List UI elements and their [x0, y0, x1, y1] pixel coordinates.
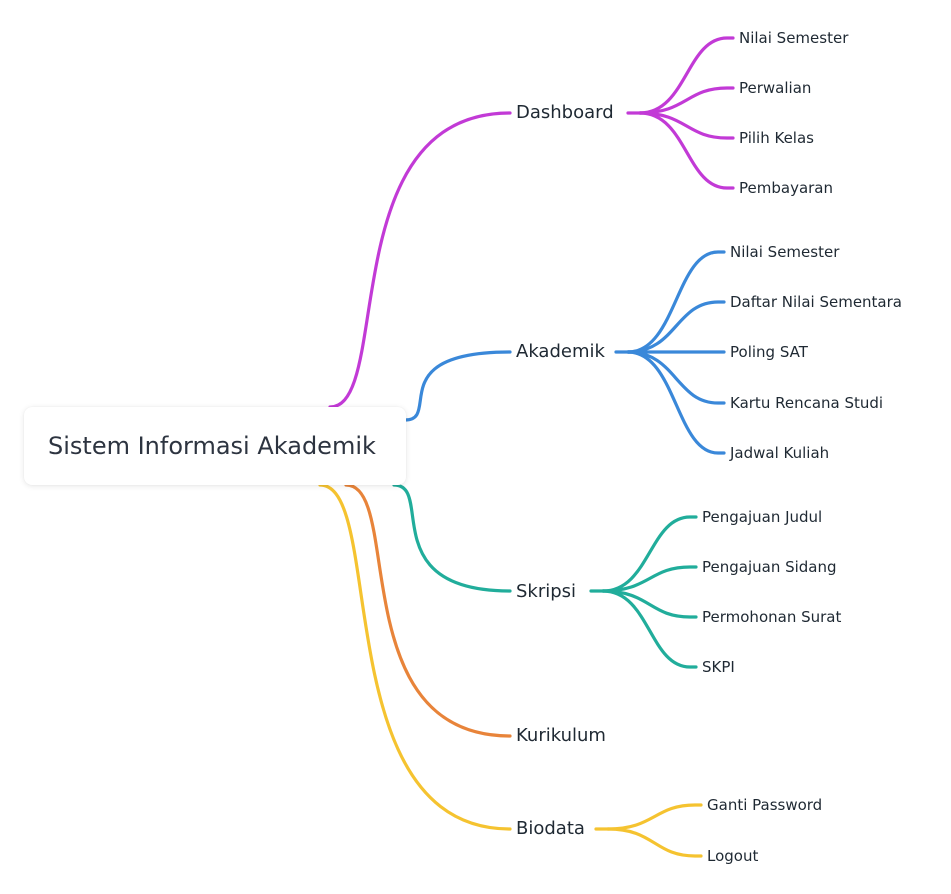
- root-to-branch-connector: [392, 483, 512, 593]
- branch-to-leaf-connector: [638, 36, 735, 115]
- branch-to-leaf-connector: [626, 300, 726, 354]
- leaf-node-akademik-kartu-rencana-studi[interactable]: Kartu Rencana Studi: [728, 393, 886, 413]
- leaf-node-skripsi-skpi[interactable]: SKPI: [700, 657, 737, 677]
- branch-node-akademik[interactable]: Akademik: [514, 341, 607, 363]
- leaf-node-akademik-jadwal-kuliah[interactable]: Jadwal Kuliah: [728, 443, 832, 463]
- root-to-branch-connector: [403, 350, 512, 422]
- leaf-node-skripsi-pengajuan-judul[interactable]: Pengajuan Judul: [700, 507, 825, 527]
- branch-to-leaf-connector: [626, 350, 726, 455]
- root-node[interactable]: Sistem Informasi Akademik: [24, 407, 406, 485]
- leaf-node-skripsi-permohonan-surat[interactable]: Permohonan Surat: [700, 607, 844, 627]
- leaf-node-akademik-nilai-semester[interactable]: Nilai Semester: [728, 242, 842, 262]
- branch-to-leaf-connector: [601, 565, 698, 593]
- branch-to-leaf-connector: [626, 250, 726, 354]
- branch-to-leaf-connector: [606, 827, 703, 858]
- leaf-node-dashboard-pembayaran[interactable]: Pembayaran: [737, 178, 835, 198]
- branch-to-leaf-connector: [601, 515, 698, 593]
- leaf-node-biodata-ganti-password[interactable]: Ganti Password: [705, 795, 825, 815]
- leaf-node-dashboard-pilih-kelas[interactable]: Pilih Kelas: [737, 128, 816, 148]
- branch-node-dashboard[interactable]: Dashboard: [514, 102, 616, 124]
- root-to-branch-connector: [344, 483, 512, 738]
- branch-node-skripsi[interactable]: Skripsi: [514, 581, 579, 603]
- branch-to-leaf-connector: [638, 111, 735, 190]
- leaf-node-biodata-logout[interactable]: Logout: [705, 846, 761, 866]
- leaf-node-dashboard-perwalian[interactable]: Perwalian: [737, 78, 814, 98]
- root-to-branch-connector: [318, 483, 512, 831]
- branch-node-biodata[interactable]: Biodata: [514, 818, 587, 840]
- leaf-node-akademik-daftar-nilai-sementara[interactable]: Daftar Nilai Sementara: [728, 292, 904, 312]
- branch-to-leaf-connector: [601, 589, 698, 669]
- root-node-label: Sistem Informasi Akademik: [48, 432, 376, 460]
- branch-to-leaf-connector: [638, 111, 735, 140]
- leaf-node-dashboard-nilai-semester[interactable]: Nilai Semester: [737, 28, 851, 48]
- branch-to-leaf-connector: [626, 350, 726, 405]
- branch-to-leaf-connector: [638, 86, 735, 115]
- branch-to-leaf-connector: [601, 589, 698, 619]
- branch-to-leaf-connector: [606, 803, 703, 831]
- leaf-node-akademik-poling-sat[interactable]: Poling SAT: [728, 342, 810, 362]
- leaf-node-skripsi-pengajuan-sidang[interactable]: Pengajuan Sidang: [700, 557, 839, 577]
- root-to-branch-connector: [328, 111, 512, 409]
- branch-node-kurikulum[interactable]: Kurikulum: [514, 725, 608, 747]
